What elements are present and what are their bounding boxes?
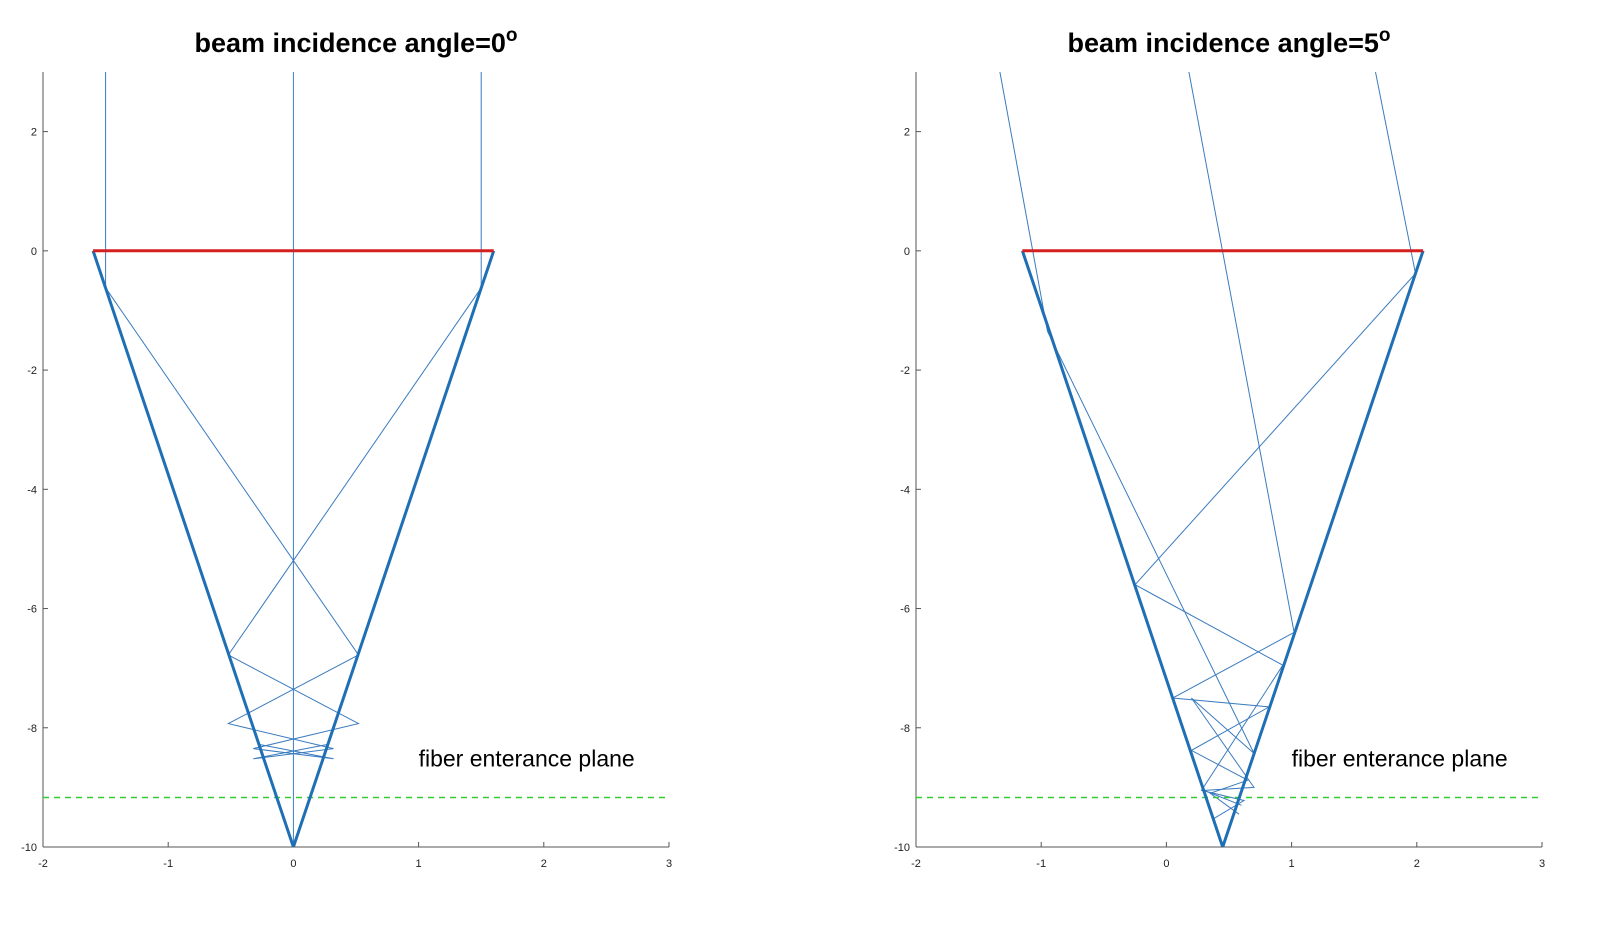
chart-panel-angle-0: beam incidence angle=0o -2 -1 0 1 2 320-2-4-6… [21, 25, 672, 870]
y-tick-label: -10 [894, 842, 910, 854]
y-tick-label: 0 [31, 246, 37, 258]
y-tick-label: 2 [904, 127, 910, 139]
x-tick-label: 2 [1414, 858, 1420, 870]
y-tick-label: -4 [27, 484, 37, 496]
fiber-plane-annotation: fiber enterance plane [1292, 746, 1508, 772]
x-tick-label: 1 [1289, 858, 1295, 870]
taper-wall-line [91, 250, 496, 847]
x-tick-label: 3 [666, 858, 672, 870]
taper-wall-line [1020, 250, 1425, 847]
x-tick-label: 0 [290, 858, 296, 870]
light-ray-line [999, 72, 1255, 806]
y-tick-label: -2 [27, 365, 37, 377]
plot-area [43, 72, 669, 847]
y-tick-label: -6 [27, 604, 37, 616]
x-tick-label: -2 [911, 858, 921, 870]
y-tick-label: 0 [904, 246, 910, 258]
x-tick-label: -1 [1036, 858, 1046, 870]
x-tick-label: -2 [38, 858, 48, 870]
x-tick-label: 2 [541, 858, 547, 870]
y-tick-label: 2 [31, 127, 37, 139]
chart-title: beam incidence angle=0o [195, 25, 518, 58]
y-tick-label: -2 [900, 365, 910, 377]
x-tick-label: 0 [1163, 858, 1169, 870]
y-tick-label: -8 [900, 723, 910, 735]
y-tick-label: -4 [900, 484, 910, 496]
fiber-plane-annotation: fiber enterance plane [419, 746, 635, 772]
chart-panel-angle-5: beam incidence angle=5o -2 -1 0 1 2 320-2-4-6… [894, 25, 1545, 870]
y-tick-label: -6 [900, 604, 910, 616]
light-ray-line [105, 72, 360, 760]
light-ray-line [1171, 72, 1295, 815]
light-ray-line [227, 72, 482, 760]
y-tick-label: -10 [21, 842, 37, 854]
x-tick-label: -1 [163, 858, 173, 870]
x-tick-label: 3 [1539, 858, 1545, 870]
light-ray-line [1134, 72, 1417, 819]
plot-area [916, 72, 1542, 847]
chart-title: beam incidence angle=5o [1068, 25, 1391, 58]
x-tick-label: 1 [416, 858, 422, 870]
y-tick-label: -8 [27, 723, 37, 735]
